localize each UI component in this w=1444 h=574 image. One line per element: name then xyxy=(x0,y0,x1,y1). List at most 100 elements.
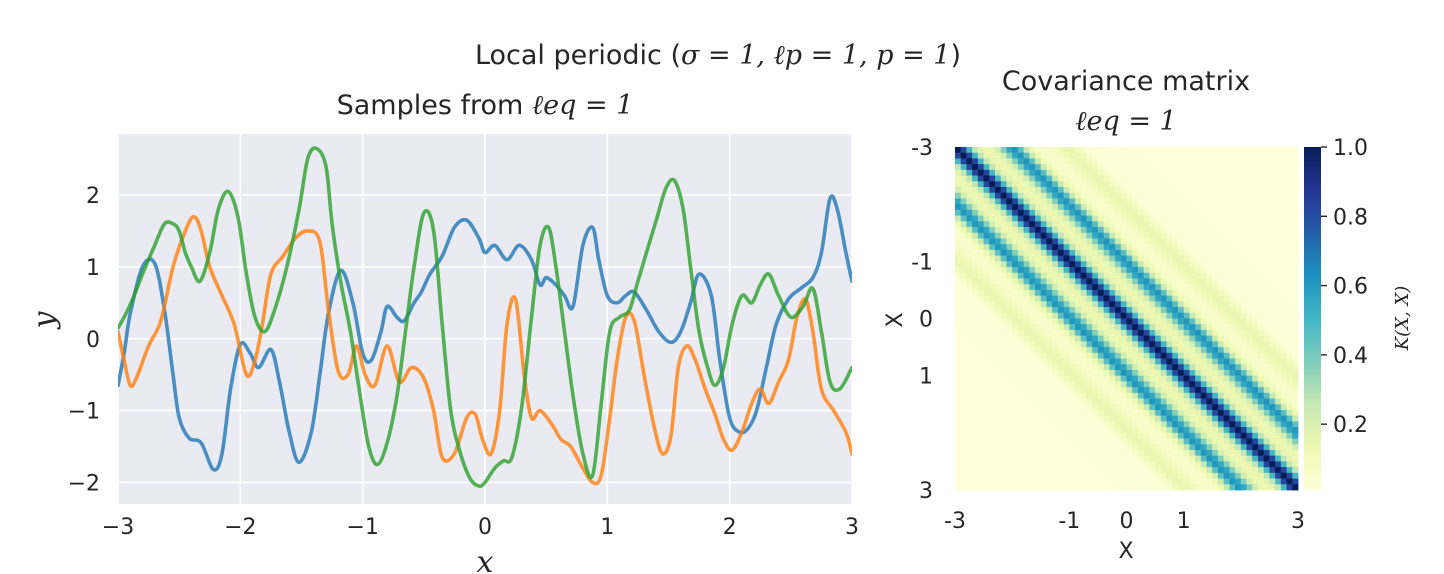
heatmap-cell xyxy=(989,215,996,222)
heatmap-cell xyxy=(1115,392,1122,399)
heatmap-cell xyxy=(1160,295,1167,302)
heatmap-cell xyxy=(1212,369,1219,377)
heatmap-cell xyxy=(1229,272,1236,279)
heatmap-cell xyxy=(1286,421,1293,428)
heatmap-cell xyxy=(1286,404,1293,411)
heatmap-cell xyxy=(1246,427,1253,434)
heatmap-cell xyxy=(1115,409,1122,417)
heatmap-cell xyxy=(1177,312,1185,319)
heatmap-cell xyxy=(1023,158,1030,165)
heatmap-cell xyxy=(1052,187,1059,194)
heatmap-cell xyxy=(1109,472,1116,479)
heatmap-cell xyxy=(1166,272,1173,279)
heatmap-cell xyxy=(972,449,979,457)
heatmap-cell xyxy=(1120,284,1127,291)
heatmap-cell xyxy=(1097,369,1105,377)
heatmap-cell xyxy=(966,461,973,468)
heatmap-cell xyxy=(1189,238,1196,245)
heatmap-cell xyxy=(1057,392,1065,399)
heatmap-cell xyxy=(1052,192,1059,199)
heatmap-cell xyxy=(1166,164,1173,171)
heatmap-cell xyxy=(1023,238,1030,245)
heatmap-cell xyxy=(1263,164,1270,171)
heatmap-cell xyxy=(966,284,973,291)
heatmap-cell xyxy=(1132,204,1139,211)
heatmap-cell xyxy=(1092,449,1099,457)
heatmap-cell xyxy=(1006,409,1013,417)
heatmap-cell xyxy=(1017,158,1024,165)
heatmap-cell xyxy=(1263,335,1270,342)
heatmap-cell xyxy=(1275,421,1282,428)
heatmap-cell xyxy=(1103,284,1110,291)
heatmap-cell xyxy=(1069,215,1076,222)
heatmap-cell xyxy=(1063,307,1070,314)
heatmap-cell xyxy=(1269,392,1276,399)
heatmap-cell xyxy=(1143,455,1150,462)
heatmap-cell xyxy=(983,284,990,291)
heatmap-cell xyxy=(1075,249,1082,257)
heatmap-cell xyxy=(1126,238,1133,245)
heatmap-cell xyxy=(1137,295,1145,302)
heatmap-cell xyxy=(1217,221,1225,228)
heatmap-cell xyxy=(1069,255,1076,262)
heatmap-cell xyxy=(960,404,967,411)
heatmap-cell xyxy=(1069,198,1076,205)
heatmap-cell xyxy=(1200,267,1207,274)
heatmap-cell xyxy=(1069,272,1076,279)
heatmap-cell xyxy=(1103,478,1110,485)
heatmap-cell xyxy=(1040,444,1047,451)
y-tick-label: 1 xyxy=(86,256,100,281)
heatmap-cell xyxy=(1257,387,1265,394)
heatmap-cell xyxy=(1286,169,1293,176)
heatmap-cell xyxy=(1115,312,1122,319)
heatmap-cell xyxy=(1183,307,1190,314)
heatmap-cell xyxy=(1223,329,1230,337)
heatmap-cell xyxy=(1217,341,1225,348)
heatmap-cell xyxy=(1257,209,1265,216)
heatmap-cell xyxy=(1212,444,1219,451)
heatmap-cell xyxy=(995,227,1002,234)
heatmap-cell xyxy=(1086,284,1093,291)
heatmap-cell xyxy=(1017,312,1024,319)
heatmap-cell xyxy=(1263,255,1270,262)
heatmap-cell xyxy=(966,312,973,319)
heatmap-cell xyxy=(1092,369,1099,377)
heatmap-cell xyxy=(1172,192,1179,199)
heatmap-cell xyxy=(1292,244,1299,251)
heatmap-cell xyxy=(995,221,1002,228)
line-chart-title-math: ℓeq = 1 xyxy=(532,90,633,121)
heatmap-cell xyxy=(1189,284,1196,291)
heatmap-cell xyxy=(955,307,962,314)
heatmap-cell xyxy=(1126,158,1133,165)
heatmap-cell xyxy=(1269,438,1276,445)
heatmap-cell xyxy=(1000,169,1007,176)
heatmap-cell xyxy=(1063,187,1070,194)
heatmap-cell xyxy=(1189,318,1196,325)
heatmap-cell xyxy=(1057,169,1065,176)
heatmap-cell xyxy=(1206,392,1213,399)
heatmap-cell xyxy=(1292,307,1299,314)
heatmap-cell xyxy=(1086,164,1093,171)
heatmap-cell xyxy=(1029,301,1036,308)
heatmap-cell xyxy=(972,289,979,297)
heatmap-cell xyxy=(1017,272,1024,279)
heatmap-cell xyxy=(1046,249,1053,257)
heatmap-cell xyxy=(1069,352,1076,359)
heatmap-cell xyxy=(1029,387,1036,394)
heatmap-cell xyxy=(1160,455,1167,462)
heatmap-cell xyxy=(1183,204,1190,211)
heatmap-cell xyxy=(1263,181,1270,188)
heatmap-cell xyxy=(1103,158,1110,165)
heatmap-cell xyxy=(966,255,973,262)
heatmap-cell xyxy=(989,267,996,274)
heatmap-cell xyxy=(1040,358,1047,365)
heatmap-cell xyxy=(1252,444,1259,451)
heatmap-cell xyxy=(1229,221,1236,228)
heatmap-cell xyxy=(1223,461,1230,468)
heatmap-cell xyxy=(1235,432,1242,439)
heatmap-cell xyxy=(1160,181,1167,188)
heatmap-cell xyxy=(972,278,979,285)
heatmap-cell xyxy=(955,478,962,485)
heatmap-cell xyxy=(977,472,984,479)
heatmap-cell xyxy=(1257,427,1265,434)
